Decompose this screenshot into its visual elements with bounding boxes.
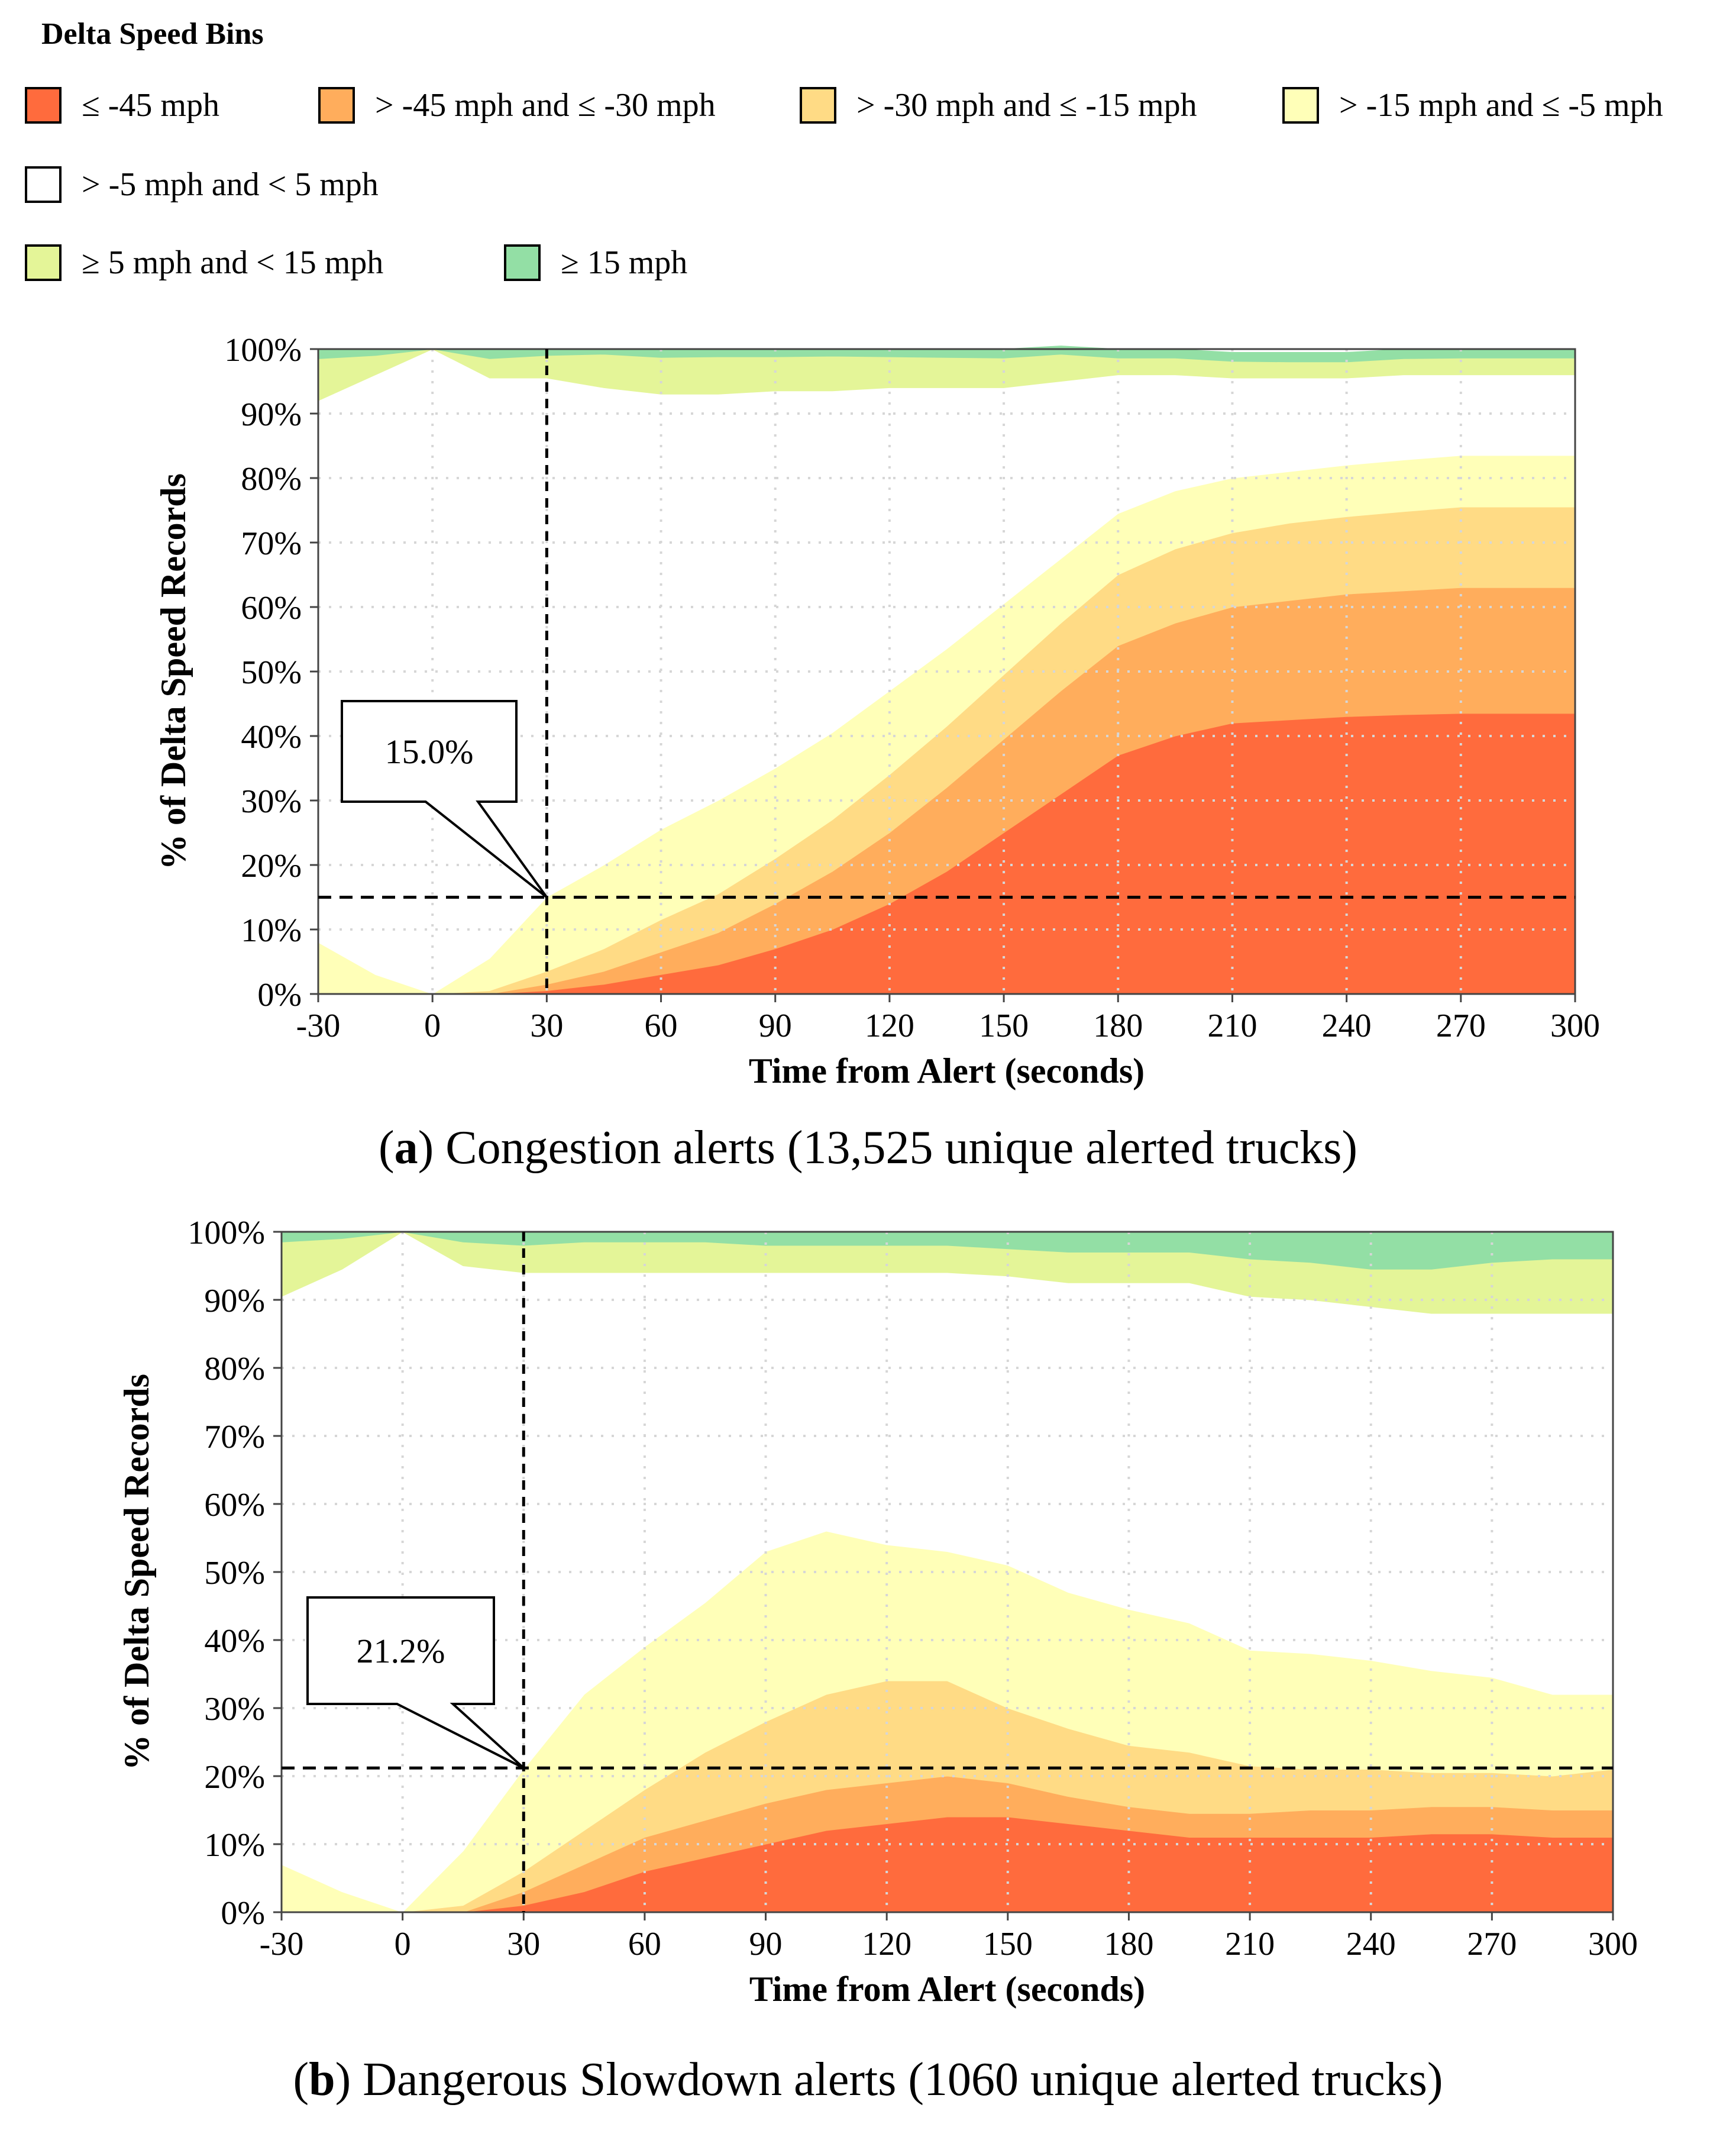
y-tick-label: 60% — [241, 590, 302, 627]
caption-text: Dangerous Slowdown alerts (1060 unique a… — [351, 2054, 1443, 2106]
x-tick-label: 180 — [1093, 1008, 1143, 1044]
legend-item-near-zero: > -5 mph and < 5 mph — [25, 161, 379, 208]
x-tick-label: 0 — [395, 1926, 411, 1962]
legend-item-45-30: > -45 mph and ≤ -30 mph — [318, 82, 716, 129]
legend-label: > -45 mph and ≤ -30 mph — [375, 87, 716, 124]
legend-item-30-15: > -30 mph and ≤ -15 mph — [800, 82, 1197, 129]
x-tick-label: 60 — [628, 1926, 661, 1962]
x-tick-label: 30 — [530, 1008, 563, 1044]
y-tick-label: 100% — [187, 1215, 265, 1251]
y-tick-label: 90% — [204, 1283, 265, 1319]
x-tick-label: 30 — [507, 1926, 540, 1962]
legend-item-ge-15: ≥ 15 mph — [504, 239, 687, 286]
x-tick-label: 270 — [1436, 1008, 1486, 1044]
y-tick-label: 0% — [257, 977, 302, 1013]
legend-swatch — [504, 244, 541, 281]
x-tick-label: 60 — [645, 1008, 678, 1044]
annotation-callout — [341, 700, 548, 899]
caption-paren-open: ( — [293, 2054, 309, 2106]
chart-congestion: -30 0 30 60 90 120 150 180 210 240 270 300 0% 10% 20% 3… — [154, 332, 1600, 1090]
annotation-label: 15.0% — [385, 732, 474, 771]
legend-label: ≤ -45 mph — [82, 87, 219, 124]
x-tick-label: -30 — [296, 1008, 341, 1044]
y-tick-label: 50% — [241, 654, 302, 691]
legend-title: Delta Speed Bins — [41, 17, 264, 51]
legend-label: > -15 mph and ≤ -5 mph — [1339, 87, 1663, 124]
legend-swatch — [800, 87, 836, 124]
legend-swatch — [25, 87, 62, 124]
x-tick-label: 120 — [865, 1008, 914, 1044]
caption-paren-close: ) — [335, 2054, 351, 2106]
x-tick-label: 0 — [424, 1008, 441, 1044]
y-tick-label: 90% — [241, 396, 302, 433]
y-tick-label: 20% — [241, 848, 302, 885]
legend-label: > -30 mph and ≤ -15 mph — [856, 87, 1197, 124]
x-tick-label: 90 — [749, 1926, 783, 1962]
legend: Delta Speed Bins ≤ -45 mph > -45 mph and… — [0, 0, 1736, 296]
y-tick-label: 10% — [241, 912, 302, 949]
y-tick-label: 0% — [221, 1895, 265, 1932]
y-tick-label: 40% — [241, 719, 302, 756]
annotation-label: 21.2% — [357, 1632, 445, 1670]
y-tick-label: 50% — [204, 1555, 265, 1592]
y-tick-label: 10% — [204, 1827, 265, 1864]
y-tick-label: 100% — [224, 332, 302, 369]
x-tick-label: 300 — [1550, 1008, 1600, 1044]
x-tick-label: 300 — [1588, 1926, 1638, 1962]
x-axis-title: Time from Alert (seconds) — [749, 1970, 1145, 2009]
y-tick-label: 20% — [204, 1759, 265, 1796]
caption-paren-open: ( — [378, 1122, 395, 1174]
x-tick-label: 150 — [979, 1008, 1029, 1044]
legend-label: ≥ 5 mph and < 15 mph — [82, 244, 384, 281]
x-tick-label: 210 — [1207, 1008, 1257, 1044]
y-axis-title: % of Delta Speed Records — [117, 1374, 156, 1770]
y-tick-label: 30% — [204, 1691, 265, 1728]
legend-item-15-5: > -15 mph and ≤ -5 mph — [1282, 82, 1663, 129]
caption-congestion: (a) Congestion alerts (13,525 unique ale… — [0, 1121, 1736, 1175]
y-axis-title: % of Delta Speed Records — [154, 473, 193, 870]
y-tick-label: 30% — [241, 783, 302, 820]
x-tick-label: 240 — [1346, 1926, 1396, 1962]
caption-paren-close: ) — [418, 1122, 434, 1174]
caption-text: Congestion alerts (13,525 unique alerted… — [434, 1122, 1358, 1174]
caption-dangerous-slowdown: (b) Dangerous Slowdown alerts (1060 uniq… — [0, 2053, 1736, 2107]
x-tick-label: 180 — [1104, 1926, 1153, 1962]
caption-letter: a — [394, 1122, 418, 1174]
annotation-callout — [306, 1596, 525, 1769]
x-tick-label: -30 — [260, 1926, 304, 1962]
y-tick-label: 70% — [204, 1419, 265, 1455]
x-tick-label: 90 — [759, 1008, 792, 1044]
legend-label: > -5 mph and < 5 mph — [82, 166, 379, 203]
legend-label: ≥ 15 mph — [561, 244, 688, 281]
legend-item-le-45: ≤ -45 mph — [25, 82, 219, 129]
legend-swatch — [1282, 87, 1319, 124]
chart-dangerous-slowdown: -30 0 30 60 90 120 150 180 210 240 270 300 0% 10% 20% 3… — [117, 1215, 1638, 2009]
caption-letter: b — [309, 2054, 335, 2106]
x-tick-label: 240 — [1322, 1008, 1372, 1044]
y-tick-label: 60% — [204, 1487, 265, 1523]
legend-item-5-15: ≥ 5 mph and < 15 mph — [25, 239, 383, 286]
x-axis-title: Time from Alert (seconds) — [749, 1051, 1145, 1090]
x-tick-label: 210 — [1225, 1926, 1275, 1962]
y-tick-label: 80% — [241, 461, 302, 498]
legend-swatch — [25, 244, 62, 281]
y-tick-label: 80% — [204, 1351, 265, 1387]
y-tick-label: 40% — [204, 1623, 265, 1660]
y-tick-label: 70% — [241, 525, 302, 562]
legend-swatch — [25, 166, 62, 203]
x-tick-label: 120 — [862, 1926, 911, 1962]
x-tick-label: 270 — [1467, 1926, 1517, 1962]
x-tick-label: 150 — [983, 1926, 1033, 1962]
legend-swatch — [318, 87, 355, 124]
